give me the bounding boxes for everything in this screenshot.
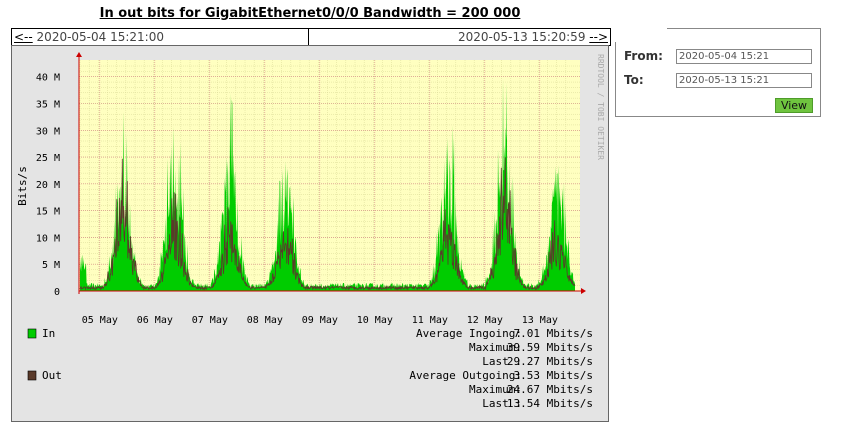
to-label: To: (624, 73, 644, 87)
out-traffic-line (79, 157, 576, 291)
stat-value: 3.53 Mbits/s (514, 369, 593, 382)
rrdtool-watermark: RRDTOOL / TOBI OETIKER (596, 54, 605, 160)
y-tick-label: 30 M (36, 126, 60, 137)
x-tick-label: 10 May (357, 315, 393, 326)
nav-right-cell: 2020-05-13 15:20:59 --> (310, 29, 610, 45)
in-legend-swatch (27, 328, 37, 339)
x-tick-label: 07 May (192, 315, 228, 326)
stat-value: 24.67 Mbits/s (507, 383, 593, 396)
nav-left-cell: <-- 2020-05-04 15:21:00 (12, 29, 309, 45)
from-label: From: (624, 49, 663, 63)
stat-label: Maximum: (469, 383, 522, 396)
chart-axes (76, 52, 586, 294)
y-tick-label: 40 M (36, 73, 60, 84)
stat-value: 7.01 Mbits/s (514, 327, 593, 340)
x-tick-label: 08 May (247, 315, 283, 326)
y-tick-label: 15 M (36, 207, 60, 218)
y-axis-arrow (76, 52, 82, 57)
chart-series (79, 78, 576, 291)
from-date-input[interactable] (676, 49, 812, 64)
to-date-input[interactable] (676, 73, 812, 88)
y-axis-label: Bits/s (16, 166, 29, 206)
next-period-link[interactable]: --> (589, 30, 608, 44)
chart-grid (79, 60, 580, 292)
x-tick-label: 13 May (522, 315, 558, 326)
y-tick-label: 0 (54, 287, 60, 298)
stat-label: Last : (482, 397, 522, 410)
y-tick-labels: 0 5 M 10 M 15 M 20 M 25 M 30 M 35 M 40 M (36, 73, 60, 298)
bandwidth-chart: 05 M10 M15 M20 M25 M30 M35 M40 M 05 May 0… (12, 46, 608, 421)
out-legend-swatch (27, 370, 37, 381)
x-tick-label: 11 May (412, 315, 448, 326)
stat-label: Average Outgoing: (409, 369, 522, 382)
date-range-form: From: To: View (615, 28, 821, 117)
stat-label: Last : (482, 355, 522, 368)
x-tick-label: 12 May (467, 315, 503, 326)
x-tick-label: 05 May (82, 315, 118, 326)
stat-value: 29.27 Mbits/s (507, 355, 593, 368)
graph-title: In out bits for GigabitEthernet0/0/0 Ban… (99, 6, 521, 21)
x-tick-label: 06 May (137, 315, 173, 326)
time-navigation-bar: <-- 2020-05-04 15:21:00 2020-05-13 15:20… (11, 28, 611, 46)
chart-legend: In Average Ingoing:7.01 Mbits/sMaximum:39… (27, 327, 593, 410)
x-axis-arrow (581, 288, 586, 294)
y-tick-label: 5 M (42, 260, 60, 271)
x-tick-labels: 05 May 06 May 07 May 08 May 09 May 10 May 11 M… (82, 315, 558, 326)
previous-period-link[interactable]: <-- (14, 30, 33, 44)
start-time-label: 2020-05-04 15:21:00 (36, 30, 164, 44)
in-legend-label: In (42, 327, 55, 340)
y-tick-label: 35 M (36, 100, 60, 111)
y-tick-label: 10 M (36, 233, 60, 244)
y-tick-label: 25 M (36, 153, 60, 164)
end-time-label: 2020-05-13 15:20:59 (458, 30, 586, 44)
stat-value: 39.59 Mbits/s (507, 341, 593, 354)
out-legend-label: Out (42, 369, 62, 382)
stat-value: 13.54 Mbits/s (507, 397, 593, 410)
stat-label: Maximum: (469, 341, 522, 354)
stat-label: Average Ingoing: (416, 327, 522, 340)
y-tick-label: 20 M (36, 180, 60, 191)
x-tick-label: 09 May (302, 315, 338, 326)
view-button[interactable]: View (775, 98, 813, 113)
